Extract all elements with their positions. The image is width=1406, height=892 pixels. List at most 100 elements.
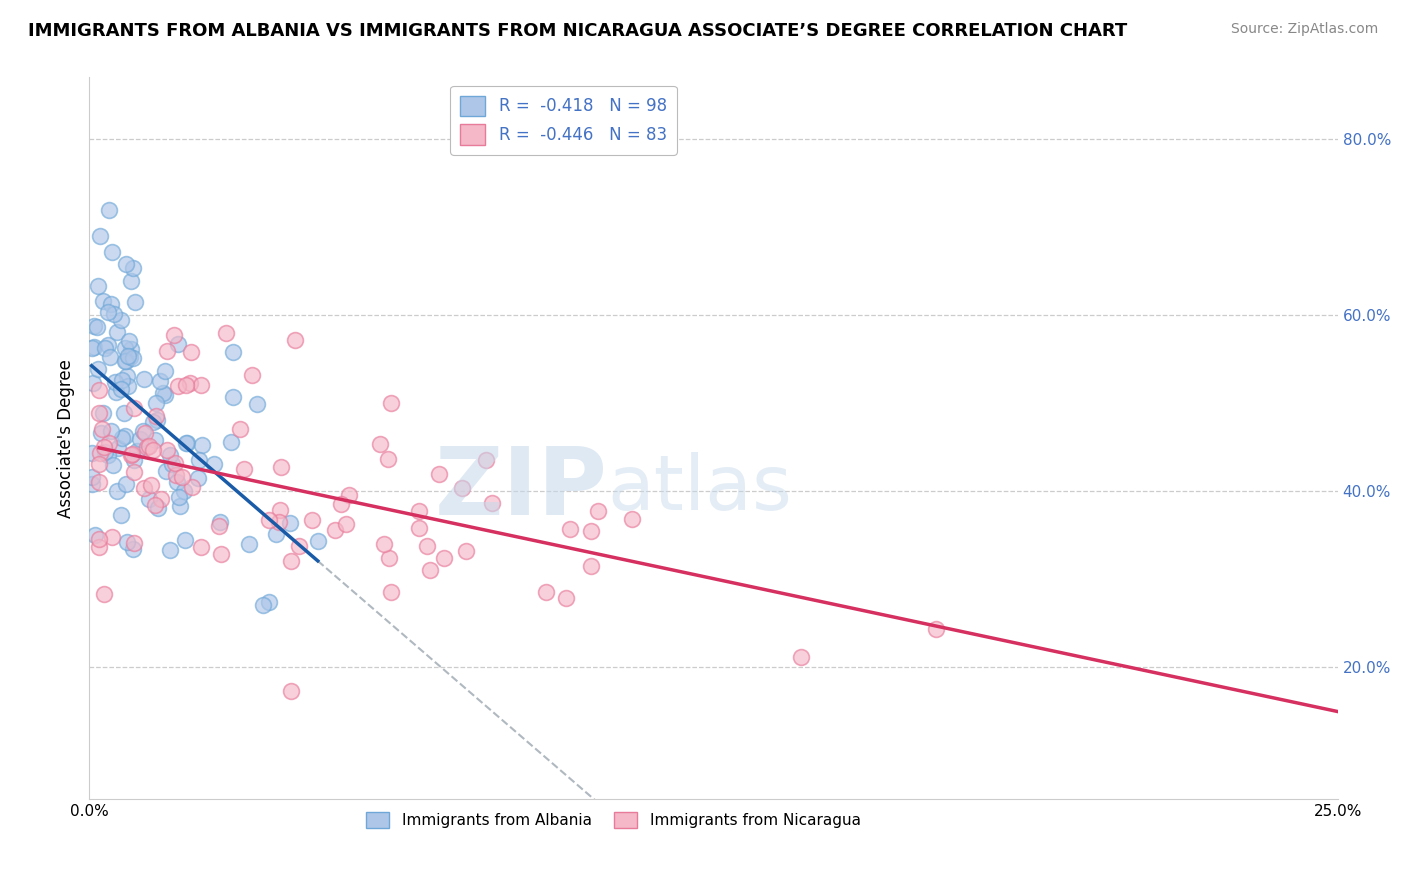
Point <box>427 467 450 482</box>
Point <box>269 503 291 517</box>
Point <box>146 500 169 515</box>
Text: Source: ZipAtlas.com: Source: ZipAtlas.com <box>1230 22 1378 37</box>
Point <box>179 376 201 391</box>
Point <box>91 422 114 436</box>
Point <box>284 333 307 347</box>
Point <box>82 470 104 484</box>
Point <box>100 350 122 364</box>
Point <box>134 482 156 496</box>
Point <box>115 477 138 491</box>
Point <box>124 536 146 550</box>
Point <box>87 384 110 398</box>
Point <box>301 513 323 527</box>
Point <box>257 594 280 608</box>
Point <box>377 451 399 466</box>
Point <box>165 456 187 470</box>
Point <box>115 369 138 384</box>
Point <box>188 453 211 467</box>
Point <box>110 383 132 397</box>
Point <box>132 425 155 439</box>
Point <box>120 274 142 288</box>
Point <box>121 447 143 461</box>
Point <box>118 334 141 348</box>
Point <box>267 516 290 530</box>
Point <box>129 432 152 446</box>
Point <box>142 415 165 429</box>
Point <box>143 498 166 512</box>
Point <box>117 349 139 363</box>
Point <box>145 396 167 410</box>
Point <box>111 431 134 445</box>
Point <box>110 313 132 327</box>
Point <box>373 537 395 551</box>
Point <box>143 434 166 448</box>
Point <box>174 436 197 450</box>
Point <box>167 336 190 351</box>
Point <box>433 550 456 565</box>
Point <box>101 458 124 472</box>
Point <box>101 530 124 544</box>
Point <box>83 340 105 354</box>
Point <box>97 449 120 463</box>
Point <box>115 353 138 368</box>
Point <box>100 297 122 311</box>
Point <box>536 584 558 599</box>
Point <box>288 540 311 554</box>
Point <box>105 484 128 499</box>
Point <box>93 405 115 419</box>
Point <box>377 550 399 565</box>
Point <box>232 462 254 476</box>
Point <box>91 294 114 309</box>
Point <box>97 305 120 319</box>
Point <box>103 308 125 322</box>
Point <box>481 496 503 510</box>
Point <box>156 442 179 457</box>
Point <box>215 326 238 340</box>
Point <box>87 457 110 471</box>
Point <box>408 504 430 518</box>
Point <box>100 424 122 438</box>
Point <box>114 353 136 368</box>
Point <box>107 441 129 455</box>
Point <box>558 522 581 536</box>
Point <box>104 376 127 390</box>
Point <box>454 543 477 558</box>
Point <box>229 421 252 435</box>
Point <box>87 541 110 555</box>
Point <box>307 534 329 549</box>
Point <box>117 379 139 393</box>
Point <box>152 385 174 400</box>
Point <box>98 203 121 218</box>
Point <box>142 442 165 457</box>
Point <box>86 362 108 376</box>
Point <box>136 440 159 454</box>
Point <box>335 517 357 532</box>
Point <box>180 345 202 359</box>
Point <box>581 559 603 574</box>
Point <box>264 526 287 541</box>
Point <box>419 563 441 577</box>
Point <box>173 483 195 498</box>
Point <box>145 409 167 423</box>
Point <box>122 541 145 556</box>
Point <box>246 397 269 411</box>
Point <box>120 448 142 462</box>
Point <box>209 547 232 561</box>
Point <box>83 527 105 541</box>
Point <box>380 585 402 599</box>
Point <box>159 542 181 557</box>
Point <box>122 401 145 416</box>
Point <box>280 684 302 698</box>
Point <box>162 327 184 342</box>
Point <box>176 378 198 392</box>
Point <box>238 537 260 551</box>
Point <box>155 464 177 478</box>
Point <box>149 374 172 388</box>
Point <box>114 342 136 356</box>
Point <box>176 435 198 450</box>
Point <box>323 523 346 537</box>
Point <box>450 481 472 495</box>
Point <box>94 341 117 355</box>
Point <box>93 440 115 454</box>
Point <box>125 444 148 458</box>
